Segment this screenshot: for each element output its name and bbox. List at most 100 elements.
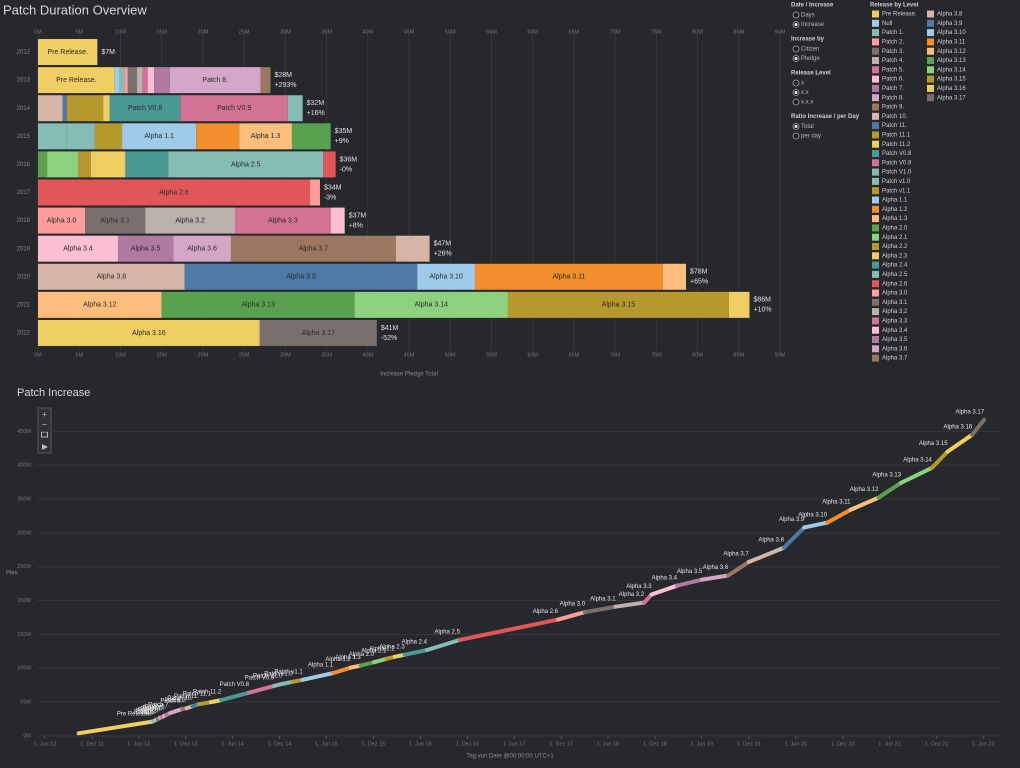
legend-swatch[interactable] xyxy=(872,270,879,278)
legend-swatch[interactable] xyxy=(872,112,879,120)
legend-label[interactable]: Alpha 3.14 xyxy=(937,67,966,73)
zoom-out[interactable]: − xyxy=(42,419,47,429)
legend-label[interactable]: Pre Release. xyxy=(882,12,917,18)
legend-swatch[interactable] xyxy=(872,187,879,195)
legend-swatch[interactable] xyxy=(872,29,879,37)
legend-swatch[interactable] xyxy=(927,57,934,64)
legend-label[interactable]: Alpha 3.13 xyxy=(937,58,966,64)
legend-label[interactable]: Patch 11.1 xyxy=(882,132,911,138)
legend-label[interactable]: Alpha 3.1 xyxy=(882,300,908,306)
pan-button[interactable] xyxy=(42,444,48,450)
legend-label[interactable]: Alpha 3.17 xyxy=(937,95,966,101)
legend-swatch[interactable] xyxy=(927,19,934,27)
legend-label[interactable]: Alpha 2.0 xyxy=(882,225,908,231)
legend-label[interactable]: Patch V0.8 xyxy=(882,151,912,157)
legend-label[interactable]: Alpha 1.1 xyxy=(882,198,908,204)
legend-label[interactable]: Patch v1.0 xyxy=(882,179,911,185)
legend-label[interactable]: Alpha 3.3 xyxy=(882,318,908,324)
legend-swatch[interactable] xyxy=(927,75,934,83)
radio-label[interactable]: x.x xyxy=(801,90,809,96)
radio-button[interactable] xyxy=(792,132,800,140)
legend-swatch[interactable] xyxy=(872,38,879,46)
radio-label[interactable]: Citizen xyxy=(801,47,819,53)
radio-label[interactable]: Pledge xyxy=(801,56,820,62)
legend-label[interactable]: Patch 4. xyxy=(882,58,904,64)
legend-swatch[interactable] xyxy=(872,103,879,111)
legend-swatch[interactable] xyxy=(872,205,879,213)
legend-swatch[interactable] xyxy=(872,84,879,92)
zoom-home[interactable] xyxy=(41,431,48,438)
radio-button[interactable] xyxy=(792,98,800,106)
legend-label[interactable]: Alpha 3.12 xyxy=(937,49,966,55)
legend-swatch[interactable] xyxy=(872,94,879,102)
legend-label[interactable]: Patch 5. xyxy=(882,67,904,73)
legend-swatch[interactable] xyxy=(872,317,879,325)
legend-label[interactable]: Null xyxy=(882,21,892,27)
legend-swatch[interactable] xyxy=(927,38,934,46)
radio-button[interactable] xyxy=(792,79,800,87)
legend-swatch[interactable] xyxy=(927,29,934,37)
legend-swatch[interactable] xyxy=(872,140,879,148)
legend-label[interactable]: Alpha 2.5 xyxy=(882,272,908,278)
legend-swatch[interactable] xyxy=(872,261,879,269)
legend-label[interactable]: Patch 6. xyxy=(882,77,904,83)
legend-label[interactable]: Alpha 2.1 xyxy=(882,235,908,241)
legend-label[interactable]: Alpha 3.8 xyxy=(937,12,963,18)
radio-button[interactable] xyxy=(792,45,800,53)
legend-label[interactable]: Patch 11. xyxy=(882,123,907,129)
legend-swatch[interactable] xyxy=(872,131,879,139)
legend-label[interactable]: Alpha 3.6 xyxy=(882,346,908,352)
legend-label[interactable]: Patch V0.9 xyxy=(882,160,912,166)
legend-label[interactable]: Patch 3. xyxy=(882,49,904,55)
legend-swatch[interactable] xyxy=(872,345,879,353)
legend-swatch[interactable] xyxy=(872,57,879,64)
legend-label[interactable]: Patch V1.0 xyxy=(882,170,912,176)
radio-label[interactable]: x xyxy=(801,81,804,87)
legend-swatch[interactable] xyxy=(872,224,879,232)
legend-swatch[interactable] xyxy=(927,10,934,18)
legend-swatch[interactable] xyxy=(927,94,934,102)
legend-label[interactable]: Patch 11.2 xyxy=(882,142,911,148)
legend-label[interactable]: Patch 8. xyxy=(882,95,904,101)
legend-swatch[interactable] xyxy=(872,215,879,223)
legend-swatch[interactable] xyxy=(872,289,879,297)
legend-label[interactable]: Alpha 3.0 xyxy=(882,291,908,297)
legend-label[interactable]: Alpha 3.16 xyxy=(937,86,966,92)
legend-label[interactable]: Alpha 1.2 xyxy=(882,207,908,213)
radio-label[interactable]: per day xyxy=(801,134,821,140)
legend-swatch[interactable] xyxy=(872,298,879,306)
legend-swatch[interactable] xyxy=(872,122,879,130)
legend-swatch[interactable] xyxy=(872,177,879,185)
legend-swatch[interactable] xyxy=(872,354,879,362)
legend-label[interactable]: Alpha 1.3 xyxy=(882,216,908,222)
legend-label[interactable]: Patch 9. xyxy=(882,105,904,111)
radio-label[interactable]: Days xyxy=(801,13,815,19)
legend-swatch[interactable] xyxy=(872,150,879,157)
legend-label[interactable]: Alpha 3.10 xyxy=(937,30,966,36)
legend-label[interactable]: Alpha 2.3 xyxy=(882,253,908,259)
legend-label[interactable]: Alpha 3.5 xyxy=(882,337,908,343)
legend-swatch[interactable] xyxy=(872,196,879,204)
legend-swatch[interactable] xyxy=(872,47,879,55)
radio-label[interactable]: x.x.x xyxy=(801,100,813,106)
radio-label[interactable]: Total xyxy=(801,124,814,130)
legend-label[interactable]: Patch v1.1 xyxy=(882,188,911,194)
legend-label[interactable]: Alpha 2.4 xyxy=(882,263,908,269)
legend-swatch[interactable] xyxy=(872,252,879,260)
legend-label[interactable]: Alpha 3.11 xyxy=(937,39,966,45)
legend-label[interactable]: Alpha 2.2 xyxy=(882,244,908,250)
legend-swatch[interactable] xyxy=(872,19,879,27)
legend-label[interactable]: Alpha 3.4 xyxy=(882,328,908,334)
legend-swatch[interactable] xyxy=(927,47,934,55)
legend-swatch[interactable] xyxy=(872,336,879,343)
legend-swatch[interactable] xyxy=(927,66,934,74)
legend-swatch[interactable] xyxy=(927,84,934,92)
radio-button[interactable] xyxy=(792,11,800,19)
legend-label[interactable]: Alpha 3.7 xyxy=(882,356,908,362)
legend-swatch[interactable] xyxy=(872,66,879,74)
legend-label[interactable]: Patch 10. xyxy=(882,114,908,120)
legend-swatch[interactable] xyxy=(872,233,879,241)
legend-label[interactable]: Patch 7. xyxy=(882,86,904,92)
legend-swatch[interactable] xyxy=(872,75,879,83)
legend-swatch[interactable] xyxy=(872,168,879,176)
